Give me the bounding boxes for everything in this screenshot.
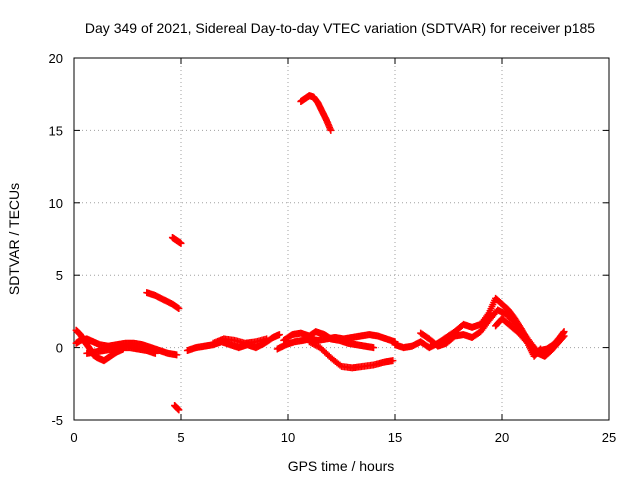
- chart-title: Day 349 of 2021, Sidereal Day-to-day VTE…: [85, 20, 595, 36]
- data-point: [275, 331, 283, 339]
- data-point: [389, 357, 397, 365]
- y-tick-label: 20: [49, 51, 63, 66]
- plot-frame: [73, 57, 610, 421]
- x-tick-label: 20: [495, 430, 509, 445]
- y-tick-label: 10: [49, 196, 63, 211]
- x-tick-label: 10: [281, 430, 295, 445]
- axis-ticks: 0 5 10 15 20 25 -5 0 5 10 15 20: [49, 51, 617, 445]
- data-point: [177, 239, 185, 247]
- data-point: [175, 305, 183, 313]
- data-point: [559, 333, 567, 341]
- x-tick-label: 25: [602, 430, 616, 445]
- y-axis-label: SDTVAR / TECUs: [6, 183, 22, 295]
- y-tick-label: -5: [51, 413, 63, 428]
- data-point: [537, 345, 545, 353]
- data-point: [173, 351, 181, 359]
- data-point: [327, 126, 335, 134]
- data-point: [175, 406, 183, 414]
- x-tick-label: 0: [70, 430, 77, 445]
- data-point: [536, 346, 544, 354]
- data-point: [263, 335, 271, 343]
- data-point: [560, 332, 568, 340]
- x-axis-label: GPS time / hours: [288, 458, 395, 474]
- y-tick-label: 0: [56, 341, 63, 356]
- data-point: [151, 349, 159, 357]
- x-tick-label: 5: [177, 430, 184, 445]
- x-tick-label: 15: [388, 430, 402, 445]
- grid-layer: [74, 58, 609, 420]
- data-point: [370, 344, 378, 352]
- y-tick-label: 15: [49, 123, 63, 138]
- data-points: [72, 92, 568, 414]
- y-tick-label: 5: [56, 268, 63, 283]
